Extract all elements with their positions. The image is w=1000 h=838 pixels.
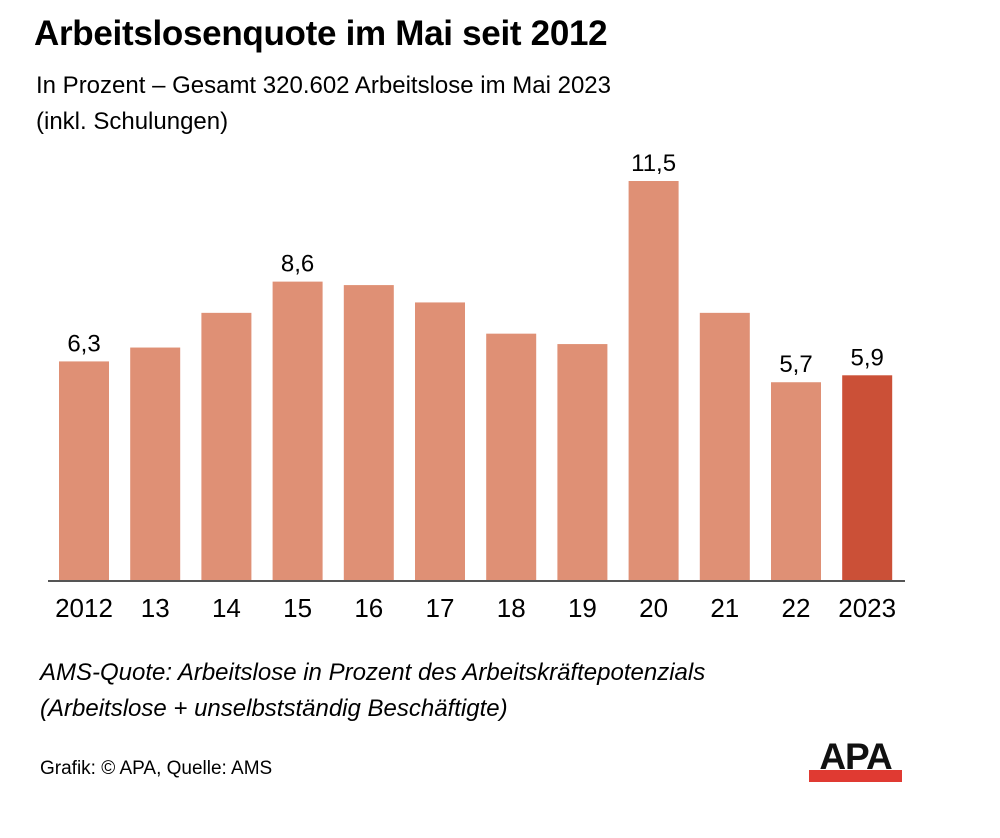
x-tick-label-21: 21: [710, 593, 739, 623]
bars-group: [59, 181, 893, 580]
data-label-20: 11,5: [631, 150, 676, 177]
bar-14: [201, 312, 252, 580]
note-line-2: (Arbeitslose + unselbstständig Beschäfti…: [40, 695, 508, 722]
x-tick-label-22: 22: [782, 593, 811, 623]
x-tick-label-15: 15: [283, 593, 312, 623]
bar-16: [343, 285, 394, 580]
x-tick-label-20: 20: [639, 593, 668, 623]
bar-2012: [59, 361, 109, 580]
x-tick-label-2023: 2023: [838, 593, 896, 623]
data-label-15: 8,6: [281, 251, 314, 278]
x-tick-label-14: 14: [212, 593, 241, 623]
x-tick-label-19: 19: [568, 593, 597, 623]
subtitle-line-1: In Prozent – Gesamt 320.602 Arbeitslose …: [36, 72, 611, 99]
note-line-1: AMS-Quote: Arbeitslose in Prozent des Ar…: [40, 659, 706, 686]
data-label-2023: 5,9: [851, 344, 884, 371]
bar-2023: [842, 375, 893, 580]
data-labels-group: 6,3 8,6 11,5 5,7 5,9: [67, 150, 884, 378]
methodology-note: AMS-Quote: Arbeitslose in Prozent des Ar…: [40, 655, 940, 727]
bar-22: [771, 382, 821, 580]
chart-title: Arbeitslosenquote im Mai seit 2012: [34, 14, 608, 53]
x-tick-label-16: 16: [354, 593, 383, 623]
bar-17: [415, 302, 465, 580]
x-tick-label-2012: 2012: [55, 593, 113, 623]
data-label-2012: 6,3: [67, 330, 100, 357]
x-tick-label-17: 17: [426, 593, 455, 623]
x-tick-label-18: 18: [497, 593, 526, 623]
bar-18: [486, 333, 537, 580]
apa-logo: APA: [809, 736, 902, 782]
apa-logo-bar: [809, 770, 902, 782]
x-tick-label-13: 13: [141, 593, 170, 623]
bar-20: [628, 181, 679, 580]
chart-subtitle: In Prozent – Gesamt 320.602 Arbeitslose …: [36, 68, 936, 140]
source-credit: Grafik: © APA, Quelle: AMS: [40, 758, 273, 779]
x-tick-labels-group: 2012 13 14 15 16 17 18 19 20 21 22 2023: [55, 593, 896, 623]
bar-chart: 6,38,611,55,7 5,9 2012 13 14 15 16 17 18 19 20 21 2…: [48, 150, 905, 623]
subtitle-line-2: (inkl. Schulungen): [36, 108, 229, 135]
bar-15: [272, 281, 323, 580]
bar-13: [130, 347, 181, 580]
data-label-22: 5,7: [779, 351, 812, 378]
bar-21: [699, 312, 750, 580]
bar-19: [557, 344, 608, 580]
